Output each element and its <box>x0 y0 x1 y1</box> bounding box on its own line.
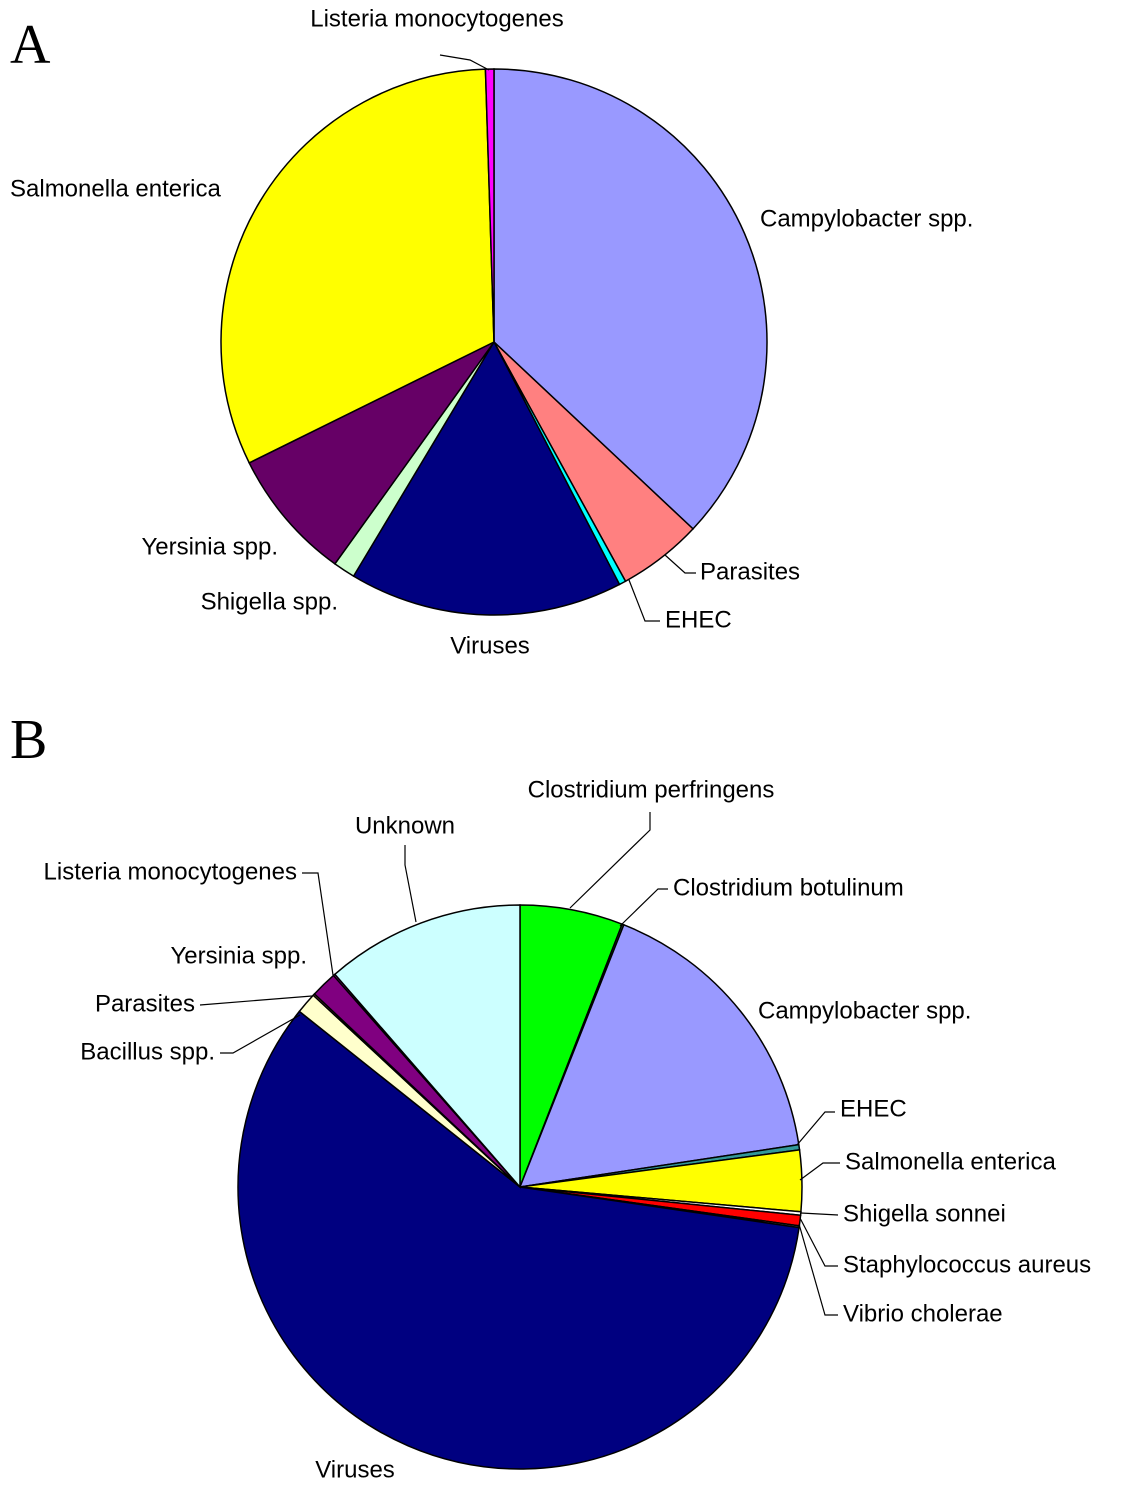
pie-slice <box>493 68 768 530</box>
leader-line <box>569 812 651 909</box>
leader-line <box>302 872 334 976</box>
slice-label: Salmonella enterica <box>10 175 221 202</box>
slice-label: Viruses <box>315 1456 395 1483</box>
leader-line <box>664 554 696 574</box>
leader-line <box>796 1111 835 1146</box>
panel-label: B <box>10 709 47 771</box>
slice-label: Clostridium perfringens <box>528 776 775 803</box>
leader-line <box>800 1212 839 1216</box>
slice-label: Shigella sonnei <box>843 1200 1006 1227</box>
slice-label: Clostridium botulinum <box>673 874 904 901</box>
leader-line <box>798 1223 838 1316</box>
slice-label: Vibrio cholerae <box>843 1300 1003 1327</box>
slice-label: Salmonella enterica <box>845 1148 1056 1175</box>
slice-label: Campylobacter spp. <box>760 205 973 232</box>
slice-label: Staphylococcus aureus <box>843 1251 1091 1278</box>
slice-label: Viruses <box>450 632 530 659</box>
slice-label: EHEC <box>840 1095 907 1122</box>
leader-line <box>799 1162 840 1181</box>
pie-slice <box>352 340 621 616</box>
slice-label: Unknown <box>355 812 455 839</box>
leader-line <box>628 579 660 622</box>
leader-line <box>404 845 417 923</box>
leader-line <box>199 995 313 1006</box>
slice-label: Shigella spp. <box>201 588 338 615</box>
slice-label: Parasites <box>95 990 195 1017</box>
slice-label: Campylobacter spp. <box>758 997 971 1024</box>
slice-label: Listeria monocytogenes <box>44 858 297 885</box>
pie-slice <box>333 904 521 1190</box>
pie-slice <box>248 341 495 565</box>
leader-line <box>799 1217 838 1267</box>
slice-label: Parasites <box>700 558 800 585</box>
pie-slice <box>518 923 800 1188</box>
slice-label: EHEC <box>665 606 732 633</box>
leader-line <box>220 1014 301 1054</box>
slice-label: Yersinia spp. <box>141 533 278 560</box>
leader-line <box>439 54 490 71</box>
slice-label: Yersinia spp. <box>170 942 307 969</box>
pie-slice <box>237 1010 800 1470</box>
leader-line <box>619 888 668 927</box>
slice-label: Bacillus spp. <box>80 1038 215 1065</box>
pie-slice <box>220 68 495 464</box>
pie-slice <box>484 68 495 343</box>
slice-label: Listeria monocytogenes <box>310 5 563 32</box>
panel-label: A <box>10 14 51 76</box>
